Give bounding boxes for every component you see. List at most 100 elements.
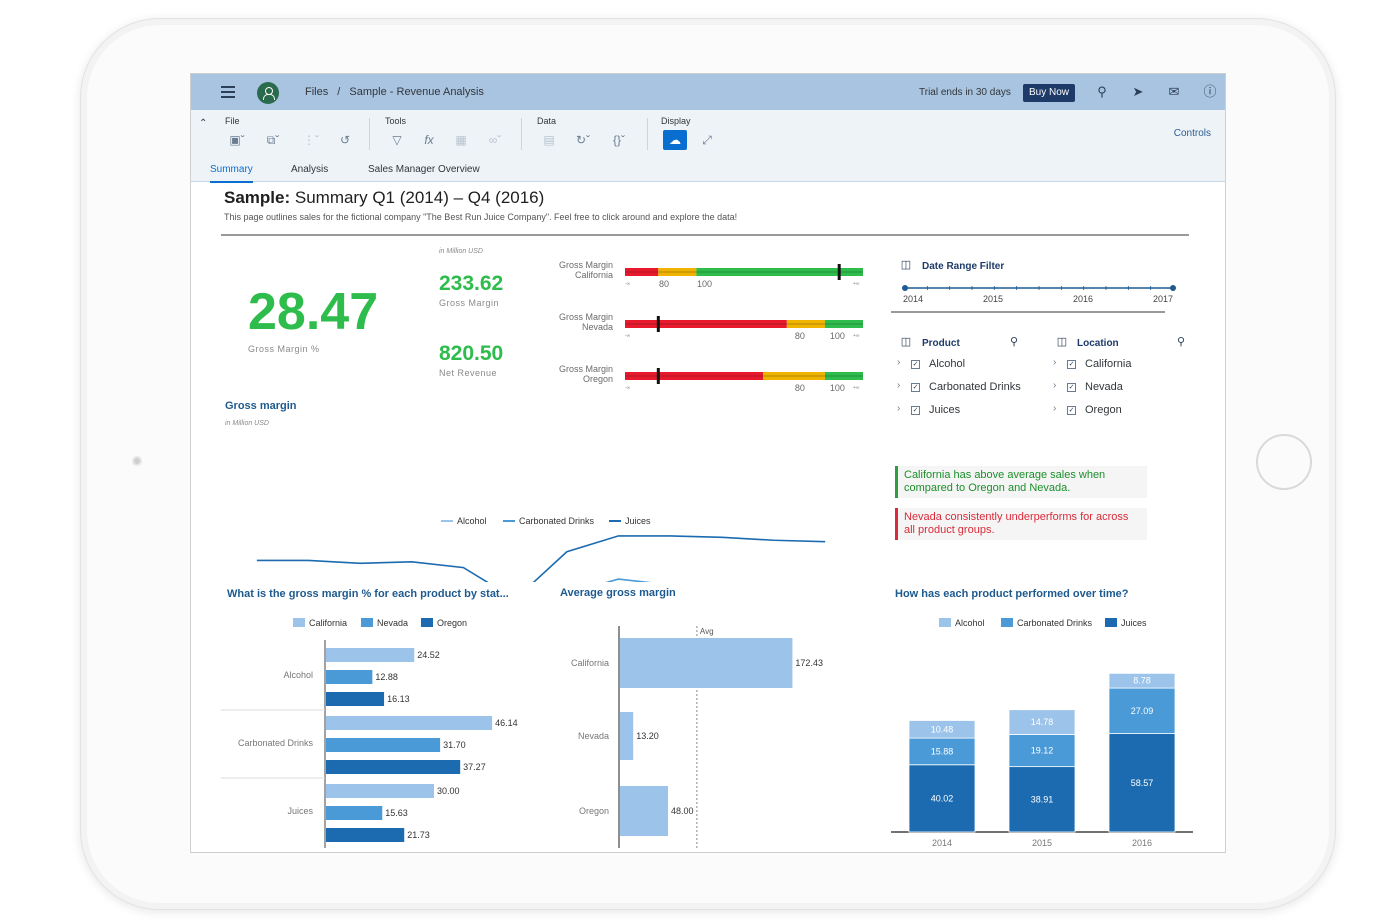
category-label: Alcohol [283, 670, 313, 680]
bar-value-label: 31.70 [443, 740, 466, 750]
legend-swatch [421, 618, 433, 627]
segment-value-label: 14.78 [1031, 717, 1054, 727]
bar-value-label: 37.27 [463, 762, 486, 772]
bullet-target-marker [837, 264, 841, 280]
legend-swatch [939, 618, 951, 627]
chat-icon[interactable]: ✉ [1168, 84, 1180, 99]
collapse-toolbar-icon[interactable]: ⌃ [199, 118, 208, 129]
legend-label: Juices [1121, 618, 1147, 628]
expand-chevron-icon[interactable]: › [1053, 380, 1057, 391]
bar-value-label: 16.13 [387, 694, 410, 704]
product-state-bar-chart[interactable]: California Nevada Oregon Alcohol 24.52 12.88 1… [221, 608, 551, 848]
home-button[interactable] [1256, 434, 1312, 490]
filter-icon[interactable]: ▽ [392, 133, 402, 147]
fullscreen-icon[interactable]: ⤢ [702, 133, 712, 147]
refresh-icon[interactable]: ↻ˇ [575, 133, 591, 147]
megaphone-icon[interactable]: ➤ [1132, 84, 1144, 99]
date-range-slider[interactable]: 2014 2015 2016 2017 [891, 278, 1181, 322]
filter-item-label: California [1085, 358, 1132, 370]
bullet-label-state: California [575, 270, 613, 280]
tab-summary[interactable]: Summary [210, 164, 253, 183]
history-icon[interactable]: ↺ [339, 133, 351, 147]
page-title-rest: Summary Q1 (2014) – Q4 (2016) [290, 188, 545, 207]
filter-checkbox[interactable]: ✓ [911, 406, 920, 415]
expand-chevron-icon[interactable]: › [1053, 357, 1057, 368]
bar [326, 784, 434, 798]
product-state-chart-title: What is the gross margin % for each prod… [227, 588, 509, 600]
tab-analysis[interactable]: Analysis [291, 164, 329, 175]
bullet-band-green [824, 372, 863, 380]
filter-checkbox[interactable]: ✓ [1067, 360, 1076, 369]
filter-checkbox[interactable]: ✓ [1067, 383, 1076, 392]
filter-checkbox[interactable]: ✓ [911, 383, 920, 392]
menu-icon[interactable] [221, 86, 235, 98]
kpi-gross-margin-pct[interactable]: 28.47 [248, 283, 379, 341]
product-over-time-chart[interactable]: Alcohol Carbonated Drinks Juices 40.02 15.88… [891, 608, 1211, 848]
filter-item-label: Nevada [1085, 381, 1123, 393]
x-tick-label: 2015 [1032, 838, 1052, 848]
bullet-tick-label: 100 [697, 279, 712, 289]
tab-sales-manager-overview[interactable]: Sales Manager Overview [368, 164, 480, 175]
toolbar-group-tools: Tools [385, 116, 407, 126]
bullet-bar [625, 375, 863, 377]
filter-checkbox[interactable]: ✓ [911, 360, 920, 369]
average-gross-margin-chart[interactable]: Avg California 172.43 Nevada 13.20 Oregon 48.0… [553, 608, 873, 848]
stacked-segment [1008, 766, 1076, 833]
product-search-icon[interactable]: ⚲ [1009, 336, 1019, 348]
location-search-icon[interactable]: ⚲ [1176, 336, 1186, 348]
stacked-segment [1108, 672, 1176, 689]
copy-icon[interactable]: ⧉ˇ [266, 133, 280, 147]
page-title-bold: Sample: [224, 188, 291, 207]
bullet-target-marker [656, 316, 660, 332]
category-label: California [571, 658, 609, 668]
legend-label: Nevada [377, 618, 408, 628]
stacked-segment [1108, 733, 1176, 833]
segment-value-label: 27.09 [1131, 706, 1154, 716]
bar [326, 806, 383, 820]
legend-label: Alcohol [955, 618, 985, 628]
bar [326, 760, 461, 774]
story-page: Sample: Summary Q1 (2014) – Q4 (2016) Th… [191, 182, 1225, 852]
legend-label: Oregon [437, 618, 467, 628]
kpi-net-revenue[interactable]: 820.50 [439, 342, 504, 365]
bar-value-label: 24.52 [417, 650, 440, 660]
legend-swatch [293, 618, 305, 627]
segment-value-label: 38.91 [1031, 794, 1054, 804]
bullet-band-green [696, 268, 863, 276]
product-over-time-title: How has each product performed over time… [895, 588, 1129, 600]
date-range-filter-title: Date Range Filter [922, 261, 1005, 272]
search-icon[interactable]: ⚲ [1097, 84, 1107, 99]
bullet-band-yellow [786, 320, 825, 328]
avatar[interactable] [257, 82, 279, 104]
segment-value-label: 10.48 [931, 724, 954, 734]
legend-swatch [361, 618, 373, 627]
bullet-bar [625, 323, 863, 325]
comment-icon[interactable]: ☁ [663, 130, 687, 150]
category-label: Juices [287, 806, 313, 816]
filter-checkbox[interactable]: ✓ [1067, 406, 1076, 415]
title-divider [221, 234, 1189, 236]
breadcrumb-files[interactable]: Files [305, 86, 329, 98]
legend-swatch [1105, 618, 1117, 627]
expand-chevron-icon[interactable]: › [897, 403, 901, 414]
kpi-net-revenue-label: Net Revenue [439, 368, 498, 378]
help-icon[interactable]: ⓘ [1203, 84, 1217, 99]
toolbar-group-display: Display [661, 116, 691, 126]
legend-label: Alcohol [457, 516, 487, 526]
expand-chevron-icon[interactable]: › [897, 357, 901, 368]
controls-link[interactable]: Controls [1173, 128, 1211, 139]
kpi-gross-margin[interactable]: 233.62 [439, 272, 504, 295]
expand-chevron-icon[interactable]: › [1053, 403, 1057, 414]
average-gross-margin-title: Average gross margin [560, 587, 676, 599]
code-icon[interactable]: {}ˇ [612, 133, 625, 147]
buy-now-button[interactable]: Buy Now [1023, 84, 1076, 102]
formula-icon[interactable]: fx [424, 133, 434, 147]
breadcrumb-current: Sample - Revenue Analysis [349, 86, 484, 98]
expand-chevron-icon[interactable]: › [897, 380, 901, 391]
calendar-icon: ◫ [900, 259, 912, 271]
segment-value-label: 15.88 [931, 746, 954, 756]
save-icon[interactable]: ▣ˇ [229, 133, 245, 147]
gross-margin-chart-unit: in Million USD [225, 420, 269, 427]
